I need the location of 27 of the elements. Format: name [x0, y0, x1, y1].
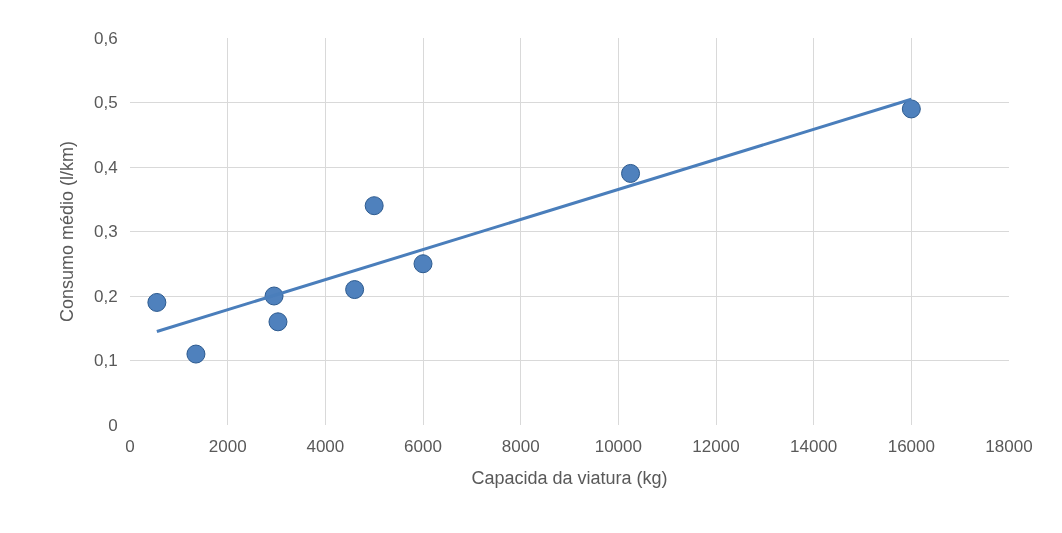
- point: [147, 292, 167, 312]
- point: [186, 344, 206, 364]
- point: [345, 280, 365, 300]
- x-tick-label: 16000: [887, 437, 935, 457]
- point: [901, 99, 921, 119]
- x-tick-label: 14000: [790, 437, 838, 457]
- y-tick-label: 0,4: [93, 157, 118, 177]
- x-tick-label: 2000: [208, 437, 247, 457]
- y-tick-label: 0: [108, 415, 118, 435]
- x-tick-label: 10000: [594, 437, 642, 457]
- y-tick-label: 0,1: [93, 351, 118, 371]
- x-tick-label: 6000: [404, 437, 442, 457]
- y-axis-title: Consumo médio (l/km): [57, 140, 78, 323]
- x-axis-title: Capacida da viatura (kg): [471, 467, 668, 488]
- x-tick-label: 8000: [501, 437, 540, 457]
- y-tick-label: 0,6: [93, 28, 118, 48]
- point: [364, 196, 384, 216]
- x-tick-label: 0: [125, 437, 135, 457]
- y-tick-label: 0,5: [93, 93, 118, 113]
- x-tick-label: 4000: [306, 437, 345, 457]
- point: [268, 312, 288, 332]
- y-tick-label: 0,3: [93, 222, 118, 242]
- point: [413, 254, 433, 274]
- x-tick-label: 18000: [985, 437, 1033, 457]
- y-tick-label: 0,2: [93, 286, 118, 306]
- point: [621, 163, 641, 183]
- x-tick-label: 12000: [692, 437, 740, 457]
